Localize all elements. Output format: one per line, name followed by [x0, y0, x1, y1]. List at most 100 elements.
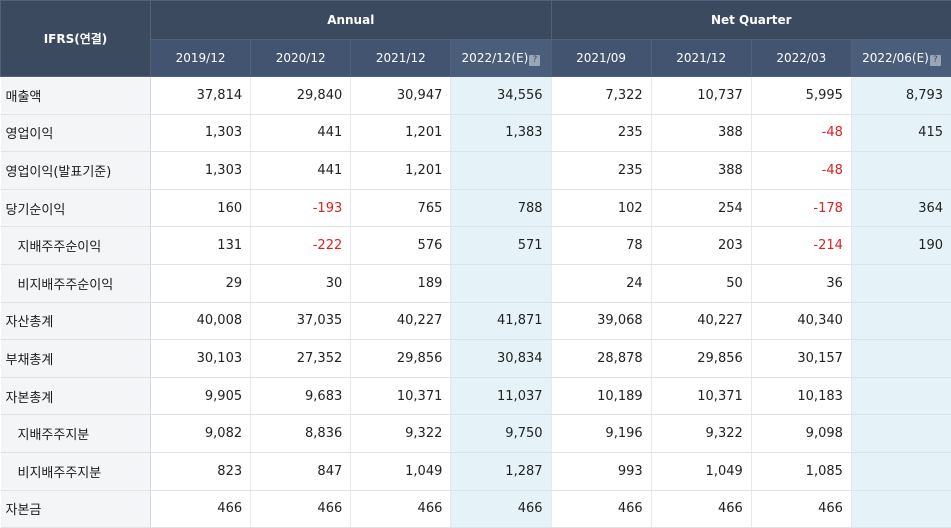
table-cell: 40,008: [151, 302, 251, 340]
table-cell: 1,201: [351, 114, 451, 152]
table-corner-header: IFRS(연결): [1, 1, 151, 77]
table-cell: 364: [851, 189, 951, 227]
table-cell: 37,814: [151, 77, 251, 115]
table-cell: 9,196: [551, 415, 651, 453]
question-mark-icon[interactable]: ?: [529, 55, 540, 66]
table-cell: 8,836: [251, 415, 351, 453]
table-cell: 30: [251, 264, 351, 302]
table-cell: 1,303: [151, 114, 251, 152]
row-label: 매출액: [1, 77, 151, 115]
row-label: 지배주주지분: [1, 415, 151, 453]
table-cell: [451, 264, 551, 302]
table-cell: 466: [151, 490, 251, 528]
table-cell: 29,856: [351, 340, 451, 378]
table-cell: -48: [751, 152, 851, 190]
annual-group-header: Annual: [151, 1, 552, 40]
table-cell: 1,049: [651, 452, 751, 490]
table-cell: 9,322: [651, 415, 751, 453]
table-cell: -178: [751, 189, 851, 227]
table-cell: [851, 302, 951, 340]
table-cell: 1,201: [351, 152, 451, 190]
table-cell: 9,098: [751, 415, 851, 453]
period-header: 2022/03: [751, 40, 851, 77]
table-cell: 1,303: [151, 152, 251, 190]
period-header: 2021/12: [651, 40, 751, 77]
period-header-estimate: 2022/12(E)?: [451, 40, 551, 77]
table-cell: 10,371: [651, 377, 751, 415]
table-cell: 11,037: [451, 377, 551, 415]
table-cell: 466: [551, 490, 651, 528]
table-cell: 29: [151, 264, 251, 302]
table-cell: [851, 415, 951, 453]
table-cell: 30,947: [351, 77, 451, 115]
table-cell: 190: [851, 227, 951, 265]
table-cell: [851, 340, 951, 378]
table-cell: 388: [651, 152, 751, 190]
table-cell: 203: [651, 227, 751, 265]
table-cell: 823: [151, 452, 251, 490]
table-cell: 102: [551, 189, 651, 227]
table-cell: 9,322: [351, 415, 451, 453]
period-header: 2019/12: [151, 40, 251, 77]
table-cell: 10,737: [651, 77, 751, 115]
table-cell: 40,227: [651, 302, 751, 340]
table-cell: 36: [751, 264, 851, 302]
table-cell: [451, 152, 551, 190]
table-cell: 9,905: [151, 377, 251, 415]
table-cell: 576: [351, 227, 451, 265]
table-cell: 441: [251, 114, 351, 152]
table-cell: 34,556: [451, 77, 551, 115]
table-cell: [851, 490, 951, 528]
table-cell: 131: [151, 227, 251, 265]
table-cell: 37,035: [251, 302, 351, 340]
table-cell: 1,049: [351, 452, 451, 490]
table-cell: 50: [651, 264, 751, 302]
table-cell: 78: [551, 227, 651, 265]
question-mark-icon[interactable]: ?: [930, 55, 941, 66]
period-header: 2020/12: [251, 40, 351, 77]
table-cell: 160: [151, 189, 251, 227]
table-cell: -214: [751, 227, 851, 265]
table-cell: 7,322: [551, 77, 651, 115]
row-label: 영업이익: [1, 114, 151, 152]
table-cell: 40,340: [751, 302, 851, 340]
table-cell: 254: [651, 189, 751, 227]
table-cell: 40,227: [351, 302, 451, 340]
table-cell: 8,793: [851, 77, 951, 115]
table-cell: -193: [251, 189, 351, 227]
table-cell: 30,103: [151, 340, 251, 378]
period-header: 2021/09: [551, 40, 651, 77]
table-cell: 9,683: [251, 377, 351, 415]
row-label: 자본총계: [1, 377, 151, 415]
table-cell: 41,871: [451, 302, 551, 340]
table-cell: -222: [251, 227, 351, 265]
table-cell: 5,995: [751, 77, 851, 115]
table-cell: 10,189: [551, 377, 651, 415]
net-quarter-group-header: Net Quarter: [551, 1, 951, 40]
period-header-estimate: 2022/06(E)?: [851, 40, 951, 77]
table-cell: 388: [651, 114, 751, 152]
row-label: 자산총계: [1, 302, 151, 340]
table-cell: 39,068: [551, 302, 651, 340]
row-label: 당기순이익: [1, 189, 151, 227]
table-cell: 571: [451, 227, 551, 265]
table-cell: 235: [551, 152, 651, 190]
table-cell: 1,383: [451, 114, 551, 152]
table-cell: 466: [751, 490, 851, 528]
table-cell: 27,352: [251, 340, 351, 378]
table-cell: 9,750: [451, 415, 551, 453]
table-cell: 415: [851, 114, 951, 152]
row-label: 비지배주주지분: [1, 452, 151, 490]
